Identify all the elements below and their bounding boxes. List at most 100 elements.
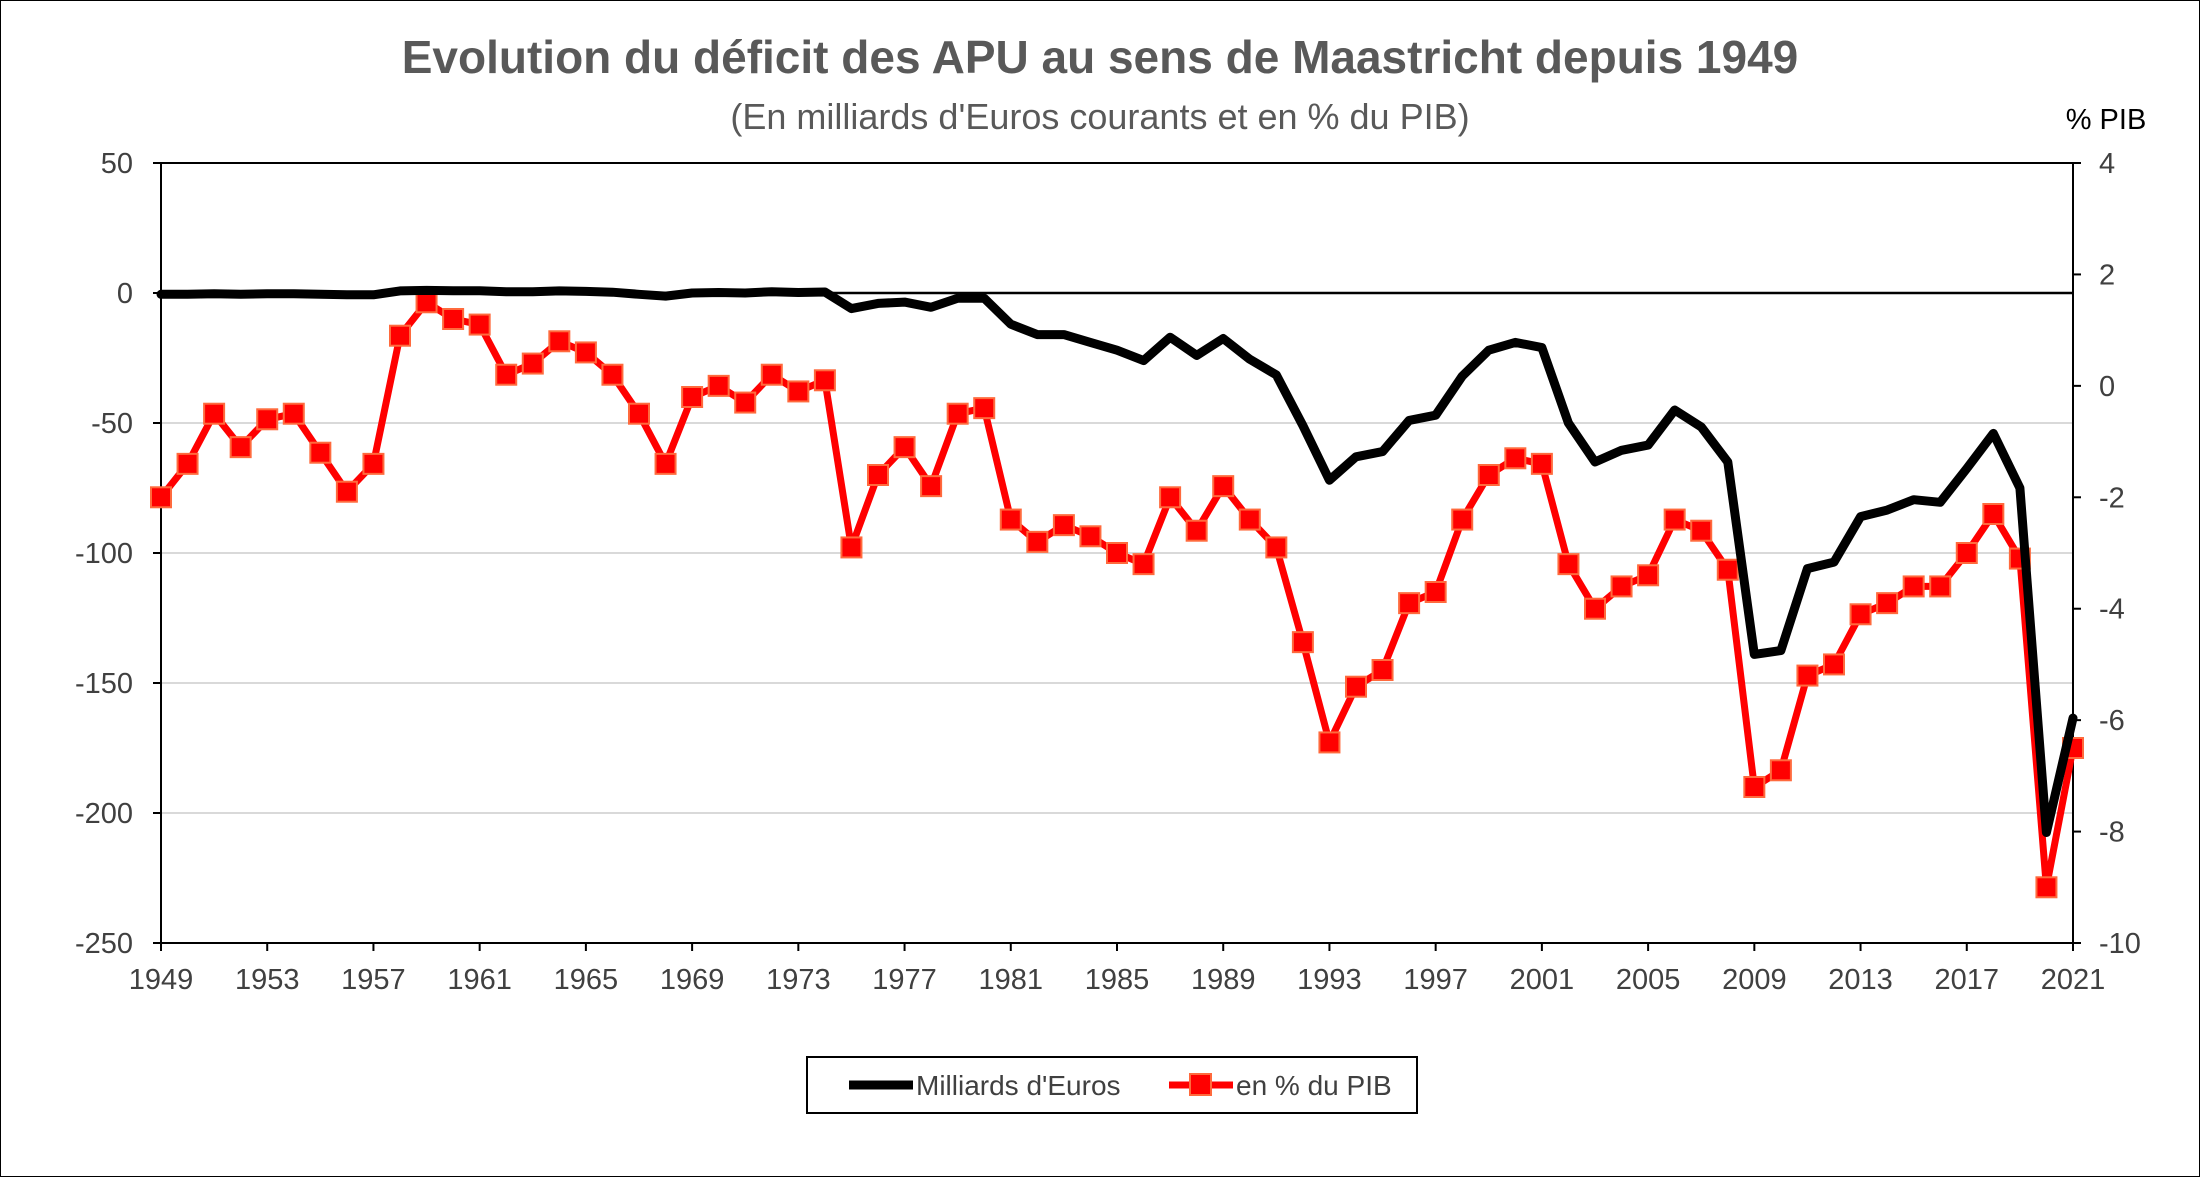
x-tick-label: 1981 xyxy=(979,964,1044,996)
left-tick-label: -150 xyxy=(75,668,133,700)
pib-data-point xyxy=(1106,542,1128,564)
pib-data-point xyxy=(1185,519,1208,542)
legend-label-pib: en % du PIB xyxy=(1236,1070,1392,1101)
pib-data-point xyxy=(1637,564,1660,587)
left-tick-label: 0 xyxy=(117,278,133,310)
pib-data-point xyxy=(1371,659,1394,681)
pib-data-point xyxy=(1345,675,1367,698)
right-tick-label: -8 xyxy=(2099,817,2125,849)
pib-data-point xyxy=(309,441,332,464)
pib-data-point xyxy=(840,536,863,559)
x-tick-label: 2021 xyxy=(2041,964,2106,996)
pib-data-point xyxy=(150,486,172,509)
pib-data-point xyxy=(415,291,438,314)
pib-data-point xyxy=(2035,876,2058,899)
pib-data-point xyxy=(1584,597,1606,620)
pib-data-point xyxy=(282,402,305,425)
x-tick-label: 1973 xyxy=(766,964,831,996)
pib-data-point xyxy=(654,452,677,475)
pib-data-point xyxy=(1291,631,1314,654)
right-axis-label: % PIB xyxy=(2066,104,2147,136)
left-tick-label: -50 xyxy=(91,408,133,440)
pib-data-point xyxy=(176,452,199,475)
pib-data-point xyxy=(1955,542,1978,564)
pib-data-point xyxy=(203,402,226,425)
pib-data-point xyxy=(1929,575,1952,598)
legend: Milliards d'Euros en % du PIB xyxy=(806,1056,1418,1114)
right-tick-label: -2 xyxy=(2099,482,2125,514)
pib-data-point xyxy=(1212,475,1235,498)
series-layer xyxy=(150,285,2084,899)
pib-data-point xyxy=(628,402,650,425)
pib-data-point xyxy=(335,480,358,503)
left-tick-label: 50 xyxy=(101,148,133,180)
legend-marker-pib xyxy=(1189,1073,1212,1096)
pib-data-point xyxy=(1477,464,1500,486)
right-tick-label: -10 xyxy=(2099,928,2141,960)
x-tick-label: 1969 xyxy=(660,964,725,996)
left-tick-label: -200 xyxy=(75,798,133,830)
pib-data-point xyxy=(1530,452,1553,475)
pib-data-point xyxy=(1238,508,1261,531)
pib-data-point xyxy=(1451,508,1474,531)
pib-data-point xyxy=(1982,503,2005,525)
pib-data-point xyxy=(946,402,969,425)
pib-data-point xyxy=(1557,553,1580,576)
pib-data-point xyxy=(813,369,836,392)
pib-data-point xyxy=(1159,486,1182,509)
x-tick-label: 1957 xyxy=(341,964,406,996)
pib-data-point xyxy=(1026,530,1049,553)
left-tick-label: -100 xyxy=(75,538,133,570)
pib-data-point xyxy=(1743,776,1766,798)
pib-data-point xyxy=(1610,575,1633,598)
series-line-milliards xyxy=(156,285,2078,837)
pib-data-point xyxy=(1902,575,1925,598)
x-tick-label: 1965 xyxy=(554,964,619,996)
x-tick-label: 2017 xyxy=(1935,964,2000,996)
pib-data-point xyxy=(495,363,518,386)
legend-label-milliards: Milliards d'Euros xyxy=(916,1070,1121,1101)
pib-data-point xyxy=(1052,514,1075,537)
x-tick-label: 1989 xyxy=(1191,964,1256,996)
pib-data-point xyxy=(681,386,704,408)
x-tick-label: 1977 xyxy=(872,964,937,996)
pib-data-point xyxy=(1769,759,1792,782)
x-tick-label: 1953 xyxy=(235,964,300,996)
series-line-pib xyxy=(157,298,2077,891)
pib-data-point xyxy=(973,397,996,420)
pib-data-point xyxy=(1849,603,1872,626)
pib-data-point xyxy=(1663,508,1686,531)
pib-data-point xyxy=(1823,653,1845,676)
x-tick-label: 1961 xyxy=(447,964,512,996)
pib-data-point xyxy=(468,313,491,336)
pib-data-point xyxy=(920,475,943,498)
pib-data-point xyxy=(1716,558,1739,581)
x-axis-ticks: 1949 1953 1957 1961 1965 1969 1973 1977 1981 1985… xyxy=(129,943,2106,996)
pib-data-point xyxy=(999,508,1022,531)
left-axis-ticks: 50 0 -50 -100 -150 -200 -250 xyxy=(75,148,161,960)
pib-data-point xyxy=(1690,519,1713,542)
right-axis-ticks: 4 2 0 -2 -4 -6 -8 -10 xyxy=(2073,148,2141,960)
pib-data-point xyxy=(548,330,571,353)
pib-data-point xyxy=(601,363,624,386)
pib-data-point xyxy=(707,374,730,397)
pib-data-point xyxy=(1398,592,1421,615)
pib-data-point xyxy=(893,436,916,459)
x-tick-label: 2013 xyxy=(1828,964,1893,996)
x-tick-label: 2009 xyxy=(1722,964,1787,996)
plot-area xyxy=(160,162,2074,944)
x-tick-label: 2005 xyxy=(1616,964,1681,996)
pib-data-point xyxy=(1132,553,1155,576)
pib-data-point xyxy=(1265,536,1288,559)
right-tick-label: -6 xyxy=(2099,705,2125,737)
pib-data-point xyxy=(229,436,252,459)
pib-data-point xyxy=(787,380,810,403)
pib-data-point xyxy=(1796,664,1819,687)
x-tick-label: 1997 xyxy=(1403,964,1468,996)
right-tick-label: 4 xyxy=(2099,148,2115,180)
right-tick-label: -4 xyxy=(2099,594,2125,626)
x-tick-label: 2001 xyxy=(1510,964,1575,996)
pib-data-point xyxy=(1424,581,1447,603)
